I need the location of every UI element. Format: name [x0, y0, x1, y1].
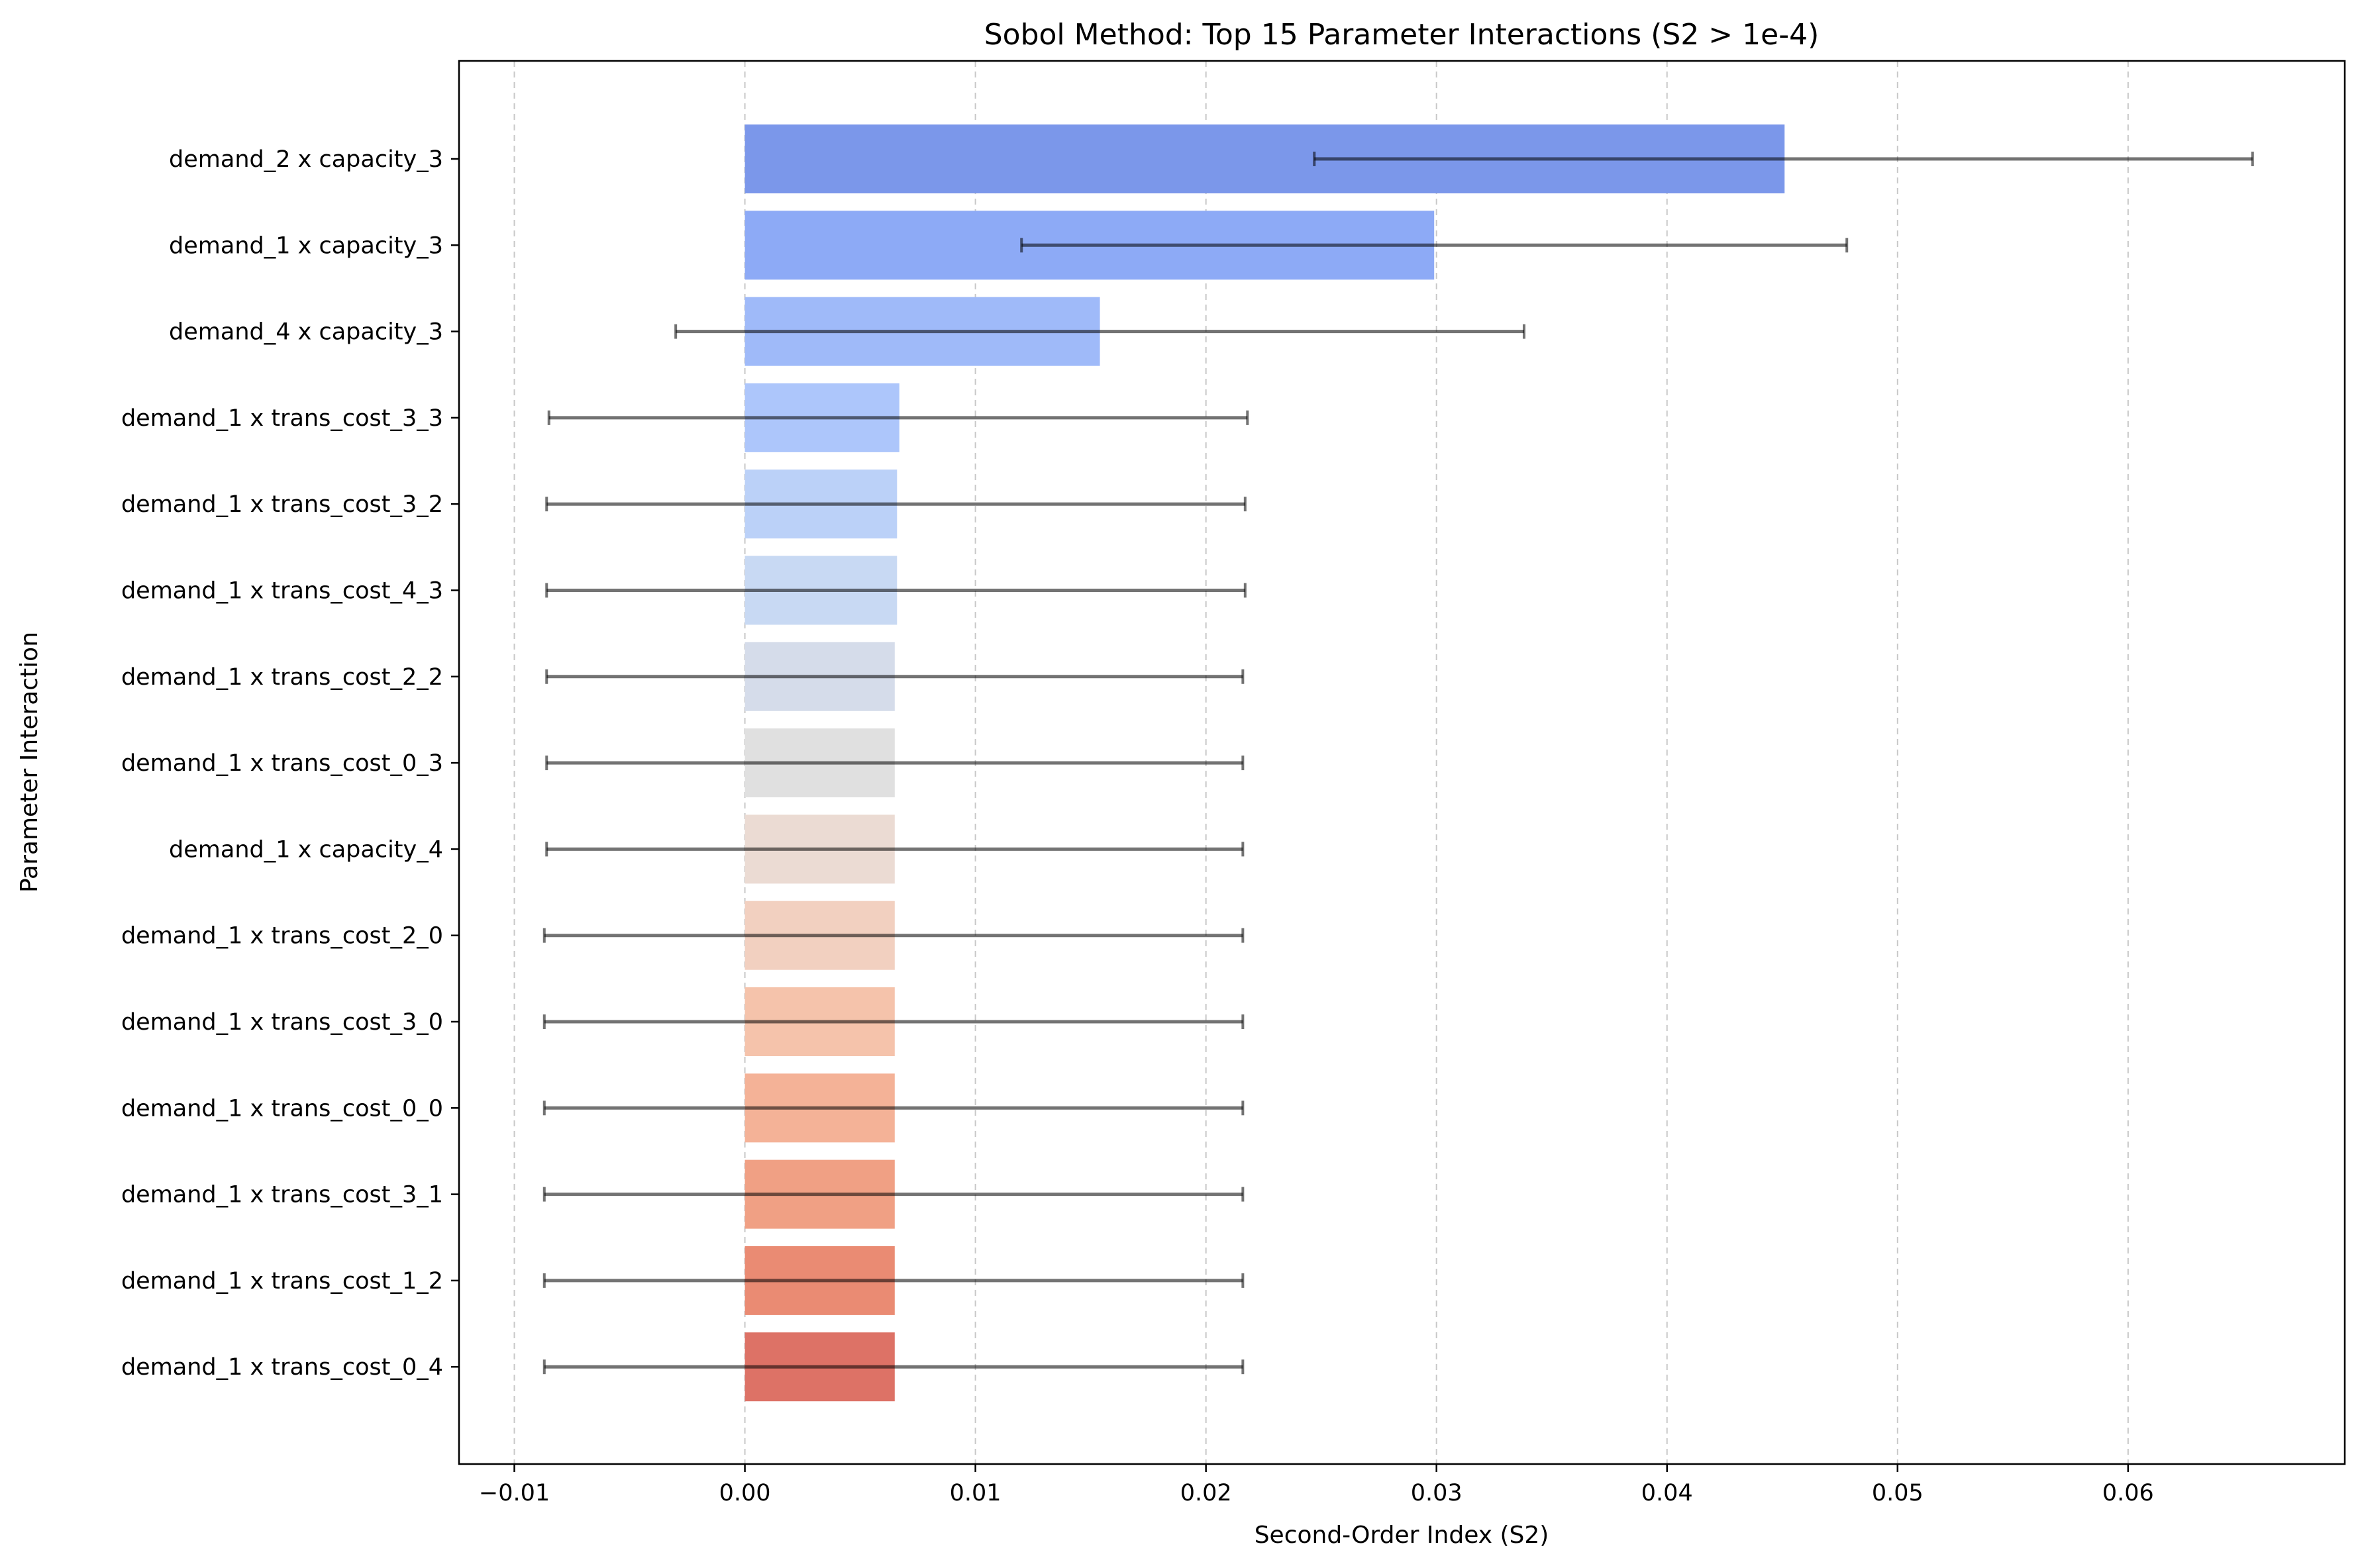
y-tick-label: demand_1 x trans_cost_2_2 [121, 664, 443, 691]
x-tick-label: 0.05 [1872, 1480, 1924, 1506]
x-tick-label: 0.06 [2102, 1480, 2154, 1506]
y-axis-label: Parameter Interaction [16, 632, 43, 893]
chart-title: Sobol Method: Top 15 Parameter Interacti… [984, 18, 1820, 52]
y-tick-label: demand_1 x trans_cost_3_0 [121, 1009, 443, 1036]
y-tick-label: demand_1 x trans_cost_3_3 [121, 405, 443, 432]
y-tick-label: demand_1 x trans_cost_3_2 [121, 491, 443, 518]
y-tick-label: demand_1 x trans_cost_0_0 [121, 1095, 443, 1122]
x-tick-label: 0.00 [719, 1480, 771, 1506]
error-bars [542, 152, 2254, 1375]
y-tick-label: demand_1 x capacity_4 [169, 836, 443, 863]
y-tick-label: demand_1 x trans_cost_3_1 [121, 1182, 443, 1208]
y-tick-label: demand_1 x trans_cost_2_0 [121, 923, 443, 950]
y-tick-label: demand_1 x trans_cost_0_4 [121, 1354, 443, 1381]
y-tick-label: demand_1 x trans_cost_4_3 [121, 578, 443, 605]
x-tick-label: −0.01 [479, 1480, 550, 1506]
x-tick-label: 0.02 [1180, 1480, 1232, 1506]
y-tick-label: demand_1 x trans_cost_0_3 [121, 750, 443, 777]
x-axis-label: Second-Order Index (S2) [1255, 1522, 1549, 1549]
y-tick-label: demand_1 x capacity_3 [169, 232, 443, 259]
x-tick-label: 0.03 [1411, 1480, 1463, 1506]
y-tick-label: demand_2 x capacity_3 [169, 146, 443, 173]
x-tick-label: 0.01 [950, 1480, 1001, 1506]
y-axis-ticks: demand_2 x capacity_3 demand_1 x capacity… [121, 146, 459, 1381]
x-tick-label: 0.04 [1641, 1480, 1693, 1506]
y-tick-label: demand_1 x trans_cost_1_2 [121, 1268, 443, 1295]
y-tick-label: demand_4 x capacity_3 [169, 319, 443, 346]
x-axis-ticks: −0.01 0.00 0.01 0.02 0.03 0.04 0.05 0.06 [479, 1464, 2154, 1506]
